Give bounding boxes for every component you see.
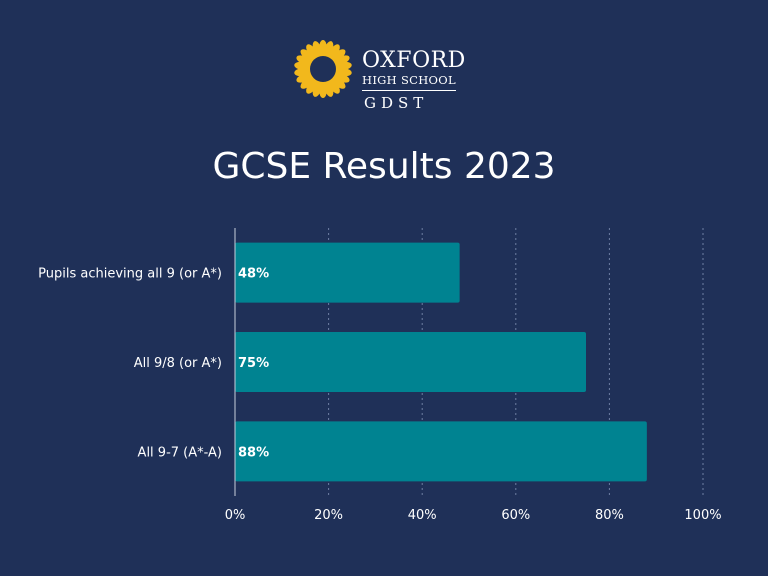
sunflower-petal <box>306 77 319 94</box>
sunflower-petal <box>306 44 319 61</box>
sunflower-petal <box>330 75 346 89</box>
sunflower-petal <box>300 49 316 63</box>
sunflower-petals <box>294 40 352 98</box>
x-tick-label: 20% <box>314 508 343 523</box>
value-label: 48% <box>238 267 269 282</box>
bar <box>235 242 460 303</box>
school-logo: OXFORD HIGH SCHOOL GDST <box>292 38 482 118</box>
sunflower-center <box>310 56 336 82</box>
bar <box>235 332 586 392</box>
sunflower-petal <box>332 71 350 83</box>
sunflower-petal <box>312 41 323 59</box>
sunflower-petal <box>300 75 316 89</box>
x-tick-label: 40% <box>408 508 437 523</box>
sunflower-petal <box>332 55 350 67</box>
chart-title: GCSE Results 2023 <box>212 146 556 187</box>
value-label: 88% <box>238 445 269 460</box>
x-tick-label: 80% <box>595 508 624 523</box>
x-tick-label: 60% <box>501 508 530 523</box>
category-label: All 9-7 (A*-A) <box>138 445 222 460</box>
category-label: Pupils achieving all 9 (or A*) <box>38 267 222 282</box>
value-labels: 48% 75% 88% <box>238 267 269 461</box>
bars <box>235 242 647 482</box>
sunflower-icon <box>294 40 352 98</box>
logo-org: GDST <box>364 94 429 112</box>
sunflower-petal <box>296 71 314 83</box>
sunflower-petal <box>327 44 340 61</box>
sunflower-petal <box>327 77 340 94</box>
sunflower-petal <box>296 55 314 67</box>
x-tick-label: 0% <box>225 508 246 523</box>
logo-name: OXFORD <box>362 48 466 73</box>
x-tick-label: 100% <box>684 508 721 523</box>
x-tick-labels: 0% 20% 40% 60% 80% 100% <box>225 508 722 523</box>
category-label: All 9/8 (or A*) <box>134 356 222 371</box>
logo-subtitle: HIGH SCHOOL <box>362 73 456 91</box>
bar <box>235 421 647 482</box>
value-label: 75% <box>238 356 269 371</box>
sunflower-petal <box>330 49 346 63</box>
category-labels: Pupils achieving all 9 (or A*) All 9/8 (o… <box>38 267 222 461</box>
